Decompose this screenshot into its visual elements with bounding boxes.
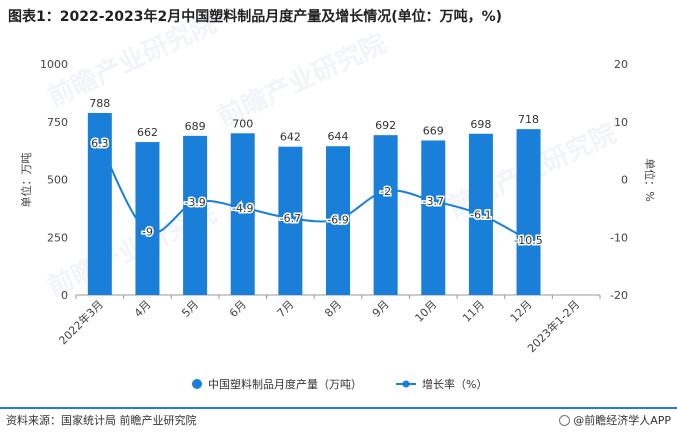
bar-value-label: 642 [280, 131, 301, 144]
y-right-tick-label: 20 [614, 58, 628, 71]
legend-bar-label: 中国塑料制品月度产量（万吨） [208, 377, 362, 391]
bar-value-label: 692 [375, 119, 396, 132]
y-left-tick-label: 750 [47, 116, 68, 129]
growth-value-label: -6.9 [327, 213, 348, 226]
bar-value-label: 669 [423, 124, 444, 137]
x-tick-label: 6月 [227, 298, 249, 320]
y-right-tick-label: 10 [614, 116, 628, 129]
y-left-tick-label: 250 [47, 231, 68, 244]
growth-value-label: -3.9 [184, 196, 205, 209]
growth-value-label: 6.3 [91, 137, 109, 150]
x-tick-label: 9月 [370, 298, 392, 320]
x-tick-label: 10月 [413, 298, 440, 325]
growth-line [98, 142, 530, 242]
bar [230, 133, 255, 295]
brand: @前瞻经济学人APP [559, 412, 671, 428]
bar [183, 135, 208, 295]
growth-line-series [98, 142, 530, 242]
x-tick-label: 8月 [322, 298, 344, 320]
bar-value-label: 718 [518, 113, 539, 126]
bar-value-label: 689 [185, 120, 206, 133]
brand-text: @前瞻经济学人APP [573, 414, 671, 427]
footer-rule [0, 407, 677, 409]
bar [516, 129, 541, 295]
y-right-axis-label: 单位：% [643, 158, 657, 201]
growth-value-label: -2 [380, 185, 391, 198]
x-tick-label: 11月 [460, 298, 487, 325]
y-right-tick-label: -20 [610, 289, 628, 302]
data-labels: 788 662 689 700 642 644 692 669 698 718 6.3 -9 -3.9 -… [89, 97, 544, 249]
bar [373, 135, 398, 295]
bars [87, 112, 541, 295]
chart: 0 250 500 750 1000 -20 -10 0 10 20 单位：万吨 单位：% 2022年3… [19, 58, 657, 391]
bar-value-label: 662 [137, 126, 158, 139]
chart-title: 图表1：2022-2023年2月中国塑料制品月度产量及增长情况(单位：万吨，%) [8, 9, 503, 25]
x-tick-label: 2022年3月 [56, 297, 106, 347]
y-left-tick-label: 0 [61, 289, 68, 302]
bar-value-label: 698 [470, 118, 491, 131]
brand-icon [559, 415, 571, 426]
y-left-axis-label: 单位：万吨 [19, 153, 33, 208]
x-tick-label: 7月 [275, 298, 297, 320]
legend-bar-marker [192, 379, 202, 389]
growth-value-label: -9 [142, 225, 153, 238]
bar-value-label: 788 [89, 97, 110, 110]
bar [421, 140, 446, 295]
growth-value-label: -3.7 [423, 195, 444, 208]
y-right-tick-label: -10 [610, 231, 628, 244]
legend-line-label: 增长率（%） [422, 377, 487, 391]
legend: 中国塑料制品月度产量（万吨） 增长率（%） [192, 377, 487, 391]
growth-value-label: -4.9 [232, 202, 253, 215]
y-right-tick-label: 0 [621, 174, 628, 187]
legend-line-dot [402, 380, 410, 388]
y-left-tick-label: 500 [47, 174, 68, 187]
bar-value-label: 700 [232, 117, 253, 130]
growth-value-label: -10.5 [514, 234, 542, 247]
bar-value-label: 644 [328, 130, 349, 143]
y-left-tick-label: 1000 [40, 58, 68, 71]
x-tick-label: 4月 [132, 298, 154, 320]
growth-value-label: -6.1 [470, 209, 491, 222]
x-tick-label: 12月 [508, 298, 535, 325]
source-text: 资料来源：国家统计局 前瞻产业研究院 [6, 414, 197, 427]
growth-value-label: -6.7 [280, 212, 301, 225]
bar [135, 142, 160, 295]
x-tick-label: 5月 [179, 298, 201, 320]
bar [278, 146, 303, 295]
